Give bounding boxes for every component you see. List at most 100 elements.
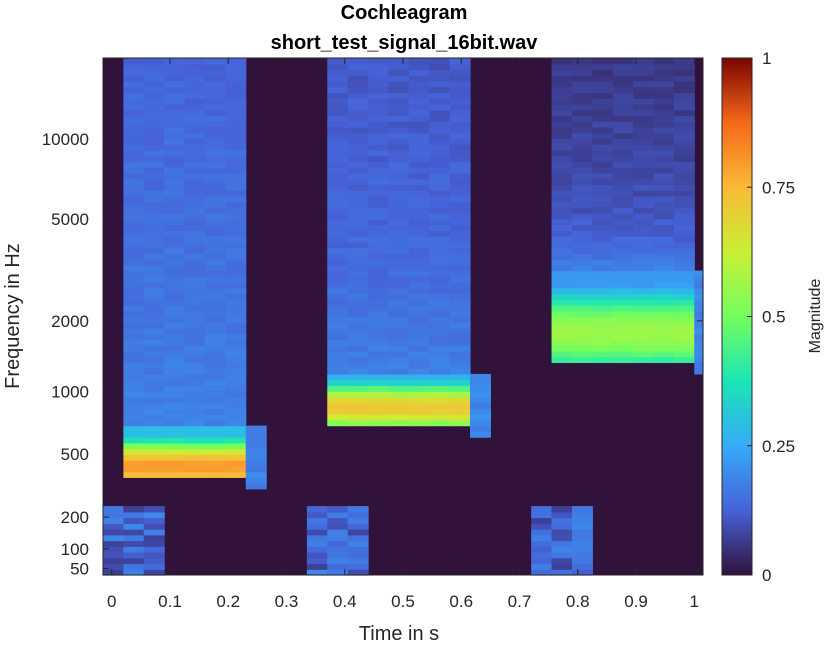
- heatmap-cell: [123, 333, 145, 341]
- heatmap-cell: [571, 511, 593, 519]
- heatmap-cell: [551, 80, 573, 88]
- heatmap-cell: [164, 236, 186, 243]
- heatmap-cell: [123, 511, 145, 519]
- heatmap-cell: [551, 213, 573, 220]
- heatmap-cell: [633, 350, 655, 358]
- heatmap-cell: [347, 184, 369, 191]
- heatmap-cell: [408, 218, 430, 226]
- heatmap-cell: [429, 264, 451, 272]
- heatmap-cell: [368, 184, 390, 191]
- heatmap-cell: [327, 149, 349, 157]
- heatmap-cell: [551, 63, 573, 71]
- heatmap-cell: [184, 264, 206, 272]
- heatmap-cell: [368, 241, 390, 249]
- heatmap-cell: [143, 333, 165, 341]
- heatmap-cell: [368, 63, 390, 71]
- heatmap-cell: [327, 241, 349, 249]
- heatmap-cell: [368, 92, 390, 99]
- heatmap-cell: [164, 172, 186, 180]
- heatmap-cell: [143, 391, 165, 398]
- heatmap-cell: [612, 155, 634, 162]
- heatmap-cell: [164, 305, 186, 312]
- heatmap-cell: [368, 259, 390, 266]
- heatmap-cell: [408, 408, 430, 415]
- heatmap-cell: [571, 282, 593, 289]
- x-tick-label: 1: [690, 592, 699, 611]
- heatmap-cell: [143, 385, 165, 392]
- heatmap-cell: [164, 132, 186, 140]
- heatmap-cell: [368, 218, 390, 226]
- heatmap-cell: [408, 184, 430, 191]
- heatmap-cell: [143, 253, 165, 260]
- heatmap-cell: [449, 391, 471, 398]
- heatmap-cell: [612, 98, 634, 105]
- heatmap-cell: [225, 356, 247, 364]
- heatmap-cell: [164, 437, 186, 444]
- heatmap-cell: [204, 172, 226, 180]
- heatmap-cell: [653, 293, 675, 300]
- heatmap-cell: [592, 213, 614, 220]
- y-tick-label: 500: [61, 445, 89, 464]
- heatmap-cell: [164, 213, 186, 220]
- heatmap-cell: [408, 310, 430, 318]
- heatmap-cell: [673, 86, 695, 94]
- heatmap-cell: [612, 299, 634, 306]
- heatmap-cell: [184, 408, 206, 415]
- heatmap-cell: [653, 276, 675, 283]
- heatmap-cell: [551, 264, 573, 272]
- heatmap-cell: [694, 287, 704, 295]
- heatmap-cell: [653, 121, 675, 128]
- heatmap-cell: [164, 345, 186, 352]
- heatmap-cell: [449, 132, 471, 140]
- heatmap-cell: [673, 339, 695, 346]
- heatmap-cell: [143, 184, 165, 191]
- heatmap-cell: [388, 86, 410, 94]
- heatmap-cell: [184, 75, 206, 82]
- heatmap-cell: [653, 236, 675, 243]
- x-tick-label: 0.6: [449, 592, 473, 611]
- heatmap-cell: [673, 270, 695, 277]
- heatmap-cell: [347, 276, 369, 283]
- heatmap-cell: [123, 253, 145, 260]
- heatmap-cell: [633, 167, 655, 174]
- heatmap-cell: [449, 58, 471, 65]
- heatmap-cell: [551, 322, 573, 329]
- heatmap-cell: [612, 207, 634, 214]
- heatmap-cell: [143, 155, 165, 162]
- heatmap-cell: [388, 247, 410, 254]
- heatmap-cell: [653, 178, 675, 185]
- heatmap-cell: [368, 276, 390, 283]
- heatmap-cell: [612, 293, 634, 300]
- heatmap-cell: [204, 201, 226, 208]
- heatmap-cell: [225, 126, 247, 134]
- heatmap-cell: [368, 350, 390, 358]
- heatmap-cell: [327, 511, 349, 519]
- heatmap-cell: [347, 247, 369, 254]
- heatmap-cell: [653, 201, 675, 208]
- heatmap-cell: [327, 373, 349, 381]
- heatmap-cell: [143, 368, 165, 375]
- heatmap-cell: [551, 92, 573, 99]
- heatmap-cell: [123, 396, 145, 404]
- heatmap-cell: [347, 293, 369, 300]
- heatmap-cell: [143, 419, 165, 427]
- heatmap-cell: [653, 75, 675, 82]
- heatmap-cell: [592, 132, 614, 140]
- heatmap-cell: [633, 236, 655, 243]
- heatmap-cell: [225, 115, 247, 122]
- heatmap-cell: [673, 195, 695, 203]
- heatmap-cell: [429, 408, 451, 415]
- heatmap-cell: [245, 460, 267, 467]
- heatmap-cell: [347, 350, 369, 358]
- heatmap-cell: [388, 259, 410, 266]
- heatmap-cell: [388, 172, 410, 180]
- heatmap-cell: [225, 305, 247, 312]
- heatmap-cell: [408, 213, 430, 220]
- heatmap-cell: [592, 63, 614, 71]
- heatmap-cell: [449, 109, 471, 117]
- heatmap-cell: [551, 167, 573, 174]
- heatmap-cell: [184, 253, 206, 260]
- heatmap-cell: [388, 92, 410, 99]
- heatmap-cell: [408, 350, 430, 358]
- heatmap-cell: [551, 552, 573, 559]
